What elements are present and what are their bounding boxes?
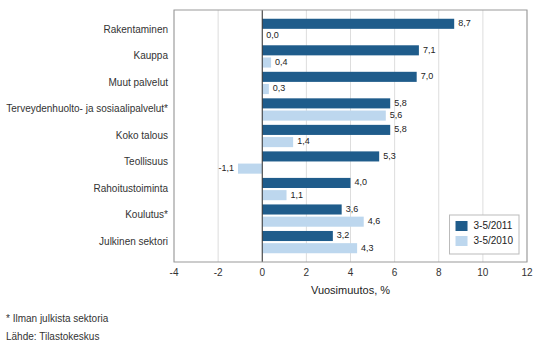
x-tick-label: 10 [477,267,489,278]
zero-line [262,10,263,262]
data-label: 4,0 [355,177,368,187]
bar [262,84,269,94]
bar [262,57,271,67]
y-tick-label: Koko talous [116,130,168,141]
bars [238,19,454,253]
bar [262,45,419,55]
data-label: 3,6 [346,204,359,214]
data-label: 5,8 [394,124,407,134]
data-label: 4,3 [361,243,374,253]
bar [262,178,350,188]
bar [262,243,357,253]
data-label: 8,7 [458,18,471,28]
legend-frame [450,215,519,254]
bar [262,137,293,147]
y-tick-label: Julkinen sektori [99,236,168,247]
data-label: 5,3 [383,151,396,161]
legend-label: 3-5/2010 [474,235,514,246]
x-tick-labels: -4 -2 0 2 4 6 8 10 12 [170,267,533,278]
bar [238,164,262,174]
plot-frame [174,10,527,262]
bar [262,19,454,29]
bar [262,151,379,161]
y-tick-label: Teollisuus [124,156,168,167]
y-tick-label: Rakentaminen [104,24,168,35]
data-label: 5,8 [394,98,407,108]
grid-line [262,10,263,262]
y-tick-label: Rahoitustoiminta [94,183,169,194]
bar [262,204,341,214]
data-label: 3,2 [337,230,350,240]
footnote: * Ilman julkista sektoria [6,313,109,324]
footnote: Lähde: Tilastokeskus [6,331,99,342]
y-tick-label: Kauppa [134,50,169,61]
data-label: 5,6 [390,110,403,120]
data-label: 7,1 [423,45,436,55]
data-label: 1,4 [297,136,310,146]
bar [262,217,363,227]
legend-swatch [456,221,468,231]
x-tick-label: 12 [521,267,533,278]
grid [174,10,527,262]
bar [262,125,390,135]
legend-swatch [456,236,468,246]
x-tick-label: 8 [436,267,442,278]
data-labels: 3,2 3,6 4,0 5,3 5,8 5,8 7,0 7,1 8,7 4,3 4,6 1,1 -1,1… [218,18,470,252]
bar [262,111,386,121]
x-axis-label: Vuosimuutos, % [311,284,390,296]
y-tick-label: Terveydenhuolto- ja sosiaalipalvelut* [6,103,168,114]
y-tick-label: Koulutus* [125,209,168,220]
data-label: 0,0 [266,30,279,40]
bar [262,190,286,200]
data-label: 0,4 [275,57,288,67]
legend-label: 3-5/2011 [474,220,513,231]
data-label: -1,1 [218,163,234,173]
data-label: 4,6 [368,216,381,226]
data-label: 0,3 [273,83,286,93]
chart: Julkinen sektori Koulutus* Rahoitustoimint… [0,0,541,357]
x-tick-label: -4 [170,267,179,278]
x-tick-label: 6 [392,267,398,278]
grid-line [438,10,439,262]
data-label: 7,0 [421,71,434,81]
x-tick-label: 2 [304,267,310,278]
bar [262,98,390,108]
x-tick-label: 4 [348,267,354,278]
y-tick-labels: Julkinen sektori Koulutus* Rahoitustoimint… [6,24,168,247]
y-tick-label: Muut palvelut [109,77,169,88]
bar [262,231,333,241]
x-tick-label: 0 [259,267,265,278]
bar [262,72,416,82]
grid-line [218,10,219,262]
x-tick-label: -2 [214,267,223,278]
legend: 3-5/2011 3-5/2010 [450,215,519,254]
data-label: 1,1 [291,190,304,200]
